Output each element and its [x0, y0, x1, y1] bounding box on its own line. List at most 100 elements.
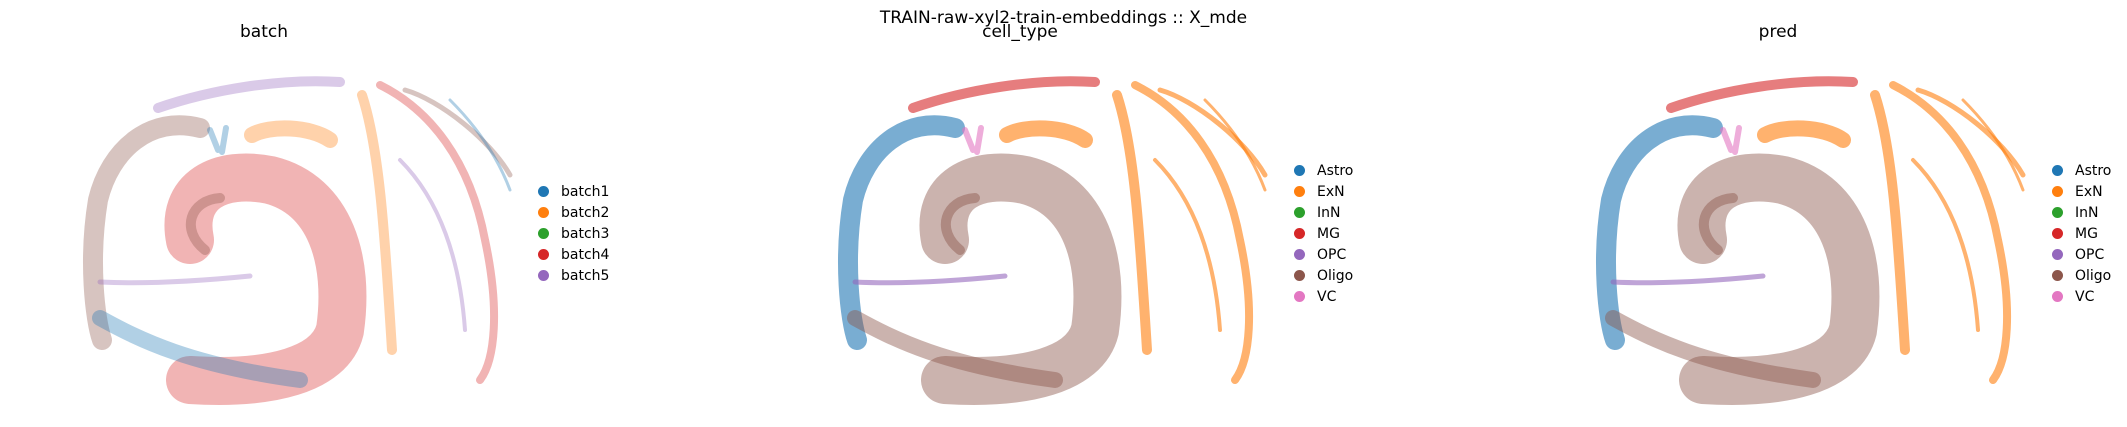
cluster-small-blob	[207, 125, 229, 155]
legend-item-vc: VC	[2052, 286, 2111, 307]
legend-item-inn: InN	[1294, 202, 1353, 223]
legend-marker	[1294, 270, 1305, 281]
panel-title-batch: batch	[240, 22, 288, 42]
cluster-right-1	[1112, 90, 1152, 355]
legend-item-exn: ExN	[1294, 181, 1353, 202]
legend-item-exn: ExN	[2052, 181, 2111, 202]
cluster-inner-c	[940, 193, 980, 255]
cluster-mid-blob	[1757, 120, 1851, 148]
cluster-right-5	[1203, 98, 1267, 192]
legend-label: ExN	[2075, 183, 2103, 200]
legend-batch: batch1 batch2 batch3 batch4 batch5	[538, 181, 609, 286]
cluster-main-c	[919, 153, 1122, 405]
cluster-right-2	[1889, 81, 2012, 384]
legend-label: batch5	[561, 267, 610, 284]
legend-label: InN	[1317, 204, 1341, 221]
legend-item-batch5: batch5	[538, 265, 609, 286]
legend-cell-type: Astro ExN InN MG OPC Oligo VC	[1294, 160, 1353, 307]
legend-marker	[2052, 186, 2063, 197]
cluster-outer-arc	[83, 115, 210, 350]
legend-item-inn: InN	[2052, 202, 2111, 223]
legend-label: Oligo	[2075, 267, 2112, 284]
cluster-bottom-arc	[847, 310, 1063, 388]
cluster-right-2	[1131, 81, 1254, 384]
legend-item-batch2: batch2	[538, 202, 609, 223]
legend-label: MG	[2075, 225, 2098, 242]
legend-label: Astro	[1317, 162, 1354, 179]
legend-label: OPC	[1317, 246, 1347, 263]
legend-label: batch2	[561, 204, 610, 221]
cluster-right-1	[1870, 90, 1910, 355]
legend-item-vc: VC	[1294, 286, 1353, 307]
legend-label: batch3	[561, 225, 610, 242]
legend-label: VC	[1317, 288, 1337, 305]
cluster-right-4	[398, 158, 467, 332]
legend-label: MG	[1317, 225, 1340, 242]
legend-item-opc: OPC	[2052, 244, 2111, 265]
legend-marker	[1294, 249, 1305, 260]
legend-marker	[538, 207, 549, 218]
cluster-outer-arc	[1596, 115, 1723, 350]
legend-marker	[538, 270, 549, 281]
legend-item-opc: OPC	[1294, 244, 1353, 265]
legend-marker	[538, 249, 549, 260]
legend-marker	[2052, 270, 2063, 281]
cluster-main-c	[164, 153, 367, 405]
legend-pred: Astro ExN InN MG OPC Oligo VC	[2052, 160, 2111, 307]
cluster-right-1	[357, 90, 397, 355]
scatter-panel-1	[83, 76, 513, 405]
legend-label: ExN	[1317, 183, 1345, 200]
legend-item-mg: MG	[2052, 223, 2111, 244]
cluster-right-3	[1157, 87, 1268, 178]
legend-marker	[2052, 165, 2063, 176]
legend-label: batch4	[561, 246, 610, 263]
scatter-panel-3	[1596, 76, 2026, 405]
figure-title: TRAIN-raw-xyl2-train-embeddings :: X_mde	[879, 8, 1248, 28]
cluster-top-band	[153, 76, 345, 113]
legend-label: Astro	[2075, 162, 2112, 179]
legend-marker	[1294, 291, 1305, 302]
legend-marker	[1294, 228, 1305, 239]
cluster-outer-arc	[838, 115, 965, 350]
legend-label: InN	[2075, 204, 2099, 221]
legend-item-oligo: Oligo	[1294, 265, 1353, 286]
cluster-right-4	[1911, 158, 1980, 332]
cluster-opc-line	[97, 273, 253, 286]
cluster-top-band	[908, 76, 1100, 113]
legend-label: OPC	[2075, 246, 2105, 263]
legend-marker	[2052, 207, 2063, 218]
legend-label: VC	[2075, 288, 2095, 305]
legend-item-batch4: batch4	[538, 244, 609, 265]
legend-marker	[538, 228, 549, 239]
legend-marker	[538, 186, 549, 197]
cluster-mid-blob	[244, 120, 338, 148]
cluster-small-blob	[1720, 125, 1742, 155]
legend-item-oligo: Oligo	[2052, 265, 2111, 286]
cluster-right-3	[402, 87, 513, 178]
legend-label: Oligo	[1317, 267, 1354, 284]
legend-marker	[2052, 228, 2063, 239]
cluster-main-c	[1677, 153, 1880, 405]
legend-item-batch3: batch3	[538, 223, 609, 244]
cluster-inner-c	[185, 193, 225, 255]
panel-title-pred: pred	[1758, 22, 1798, 42]
cluster-inner-c	[1698, 193, 1738, 255]
cluster-right-2	[376, 81, 499, 384]
legend-marker	[1294, 207, 1305, 218]
legend-item-batch1: batch1	[538, 181, 609, 202]
legend-marker	[1294, 165, 1305, 176]
legend-label: batch1	[561, 183, 610, 200]
legend-marker	[2052, 249, 2063, 260]
legend-marker	[1294, 186, 1305, 197]
cluster-mid-blob	[999, 120, 1093, 148]
legend-marker	[2052, 291, 2063, 302]
cluster-bottom-arc	[92, 310, 308, 388]
cluster-right-3	[1915, 87, 2026, 178]
cluster-opc-line	[852, 273, 1008, 286]
panel-title-cell-type: cell_type	[982, 22, 1058, 42]
cluster-right-5	[1961, 98, 2025, 192]
cluster-right-5	[448, 98, 512, 192]
legend-item-astro: Astro	[1294, 160, 1353, 181]
cluster-right-4	[1153, 158, 1222, 332]
cluster-bottom-arc	[1605, 310, 1821, 388]
